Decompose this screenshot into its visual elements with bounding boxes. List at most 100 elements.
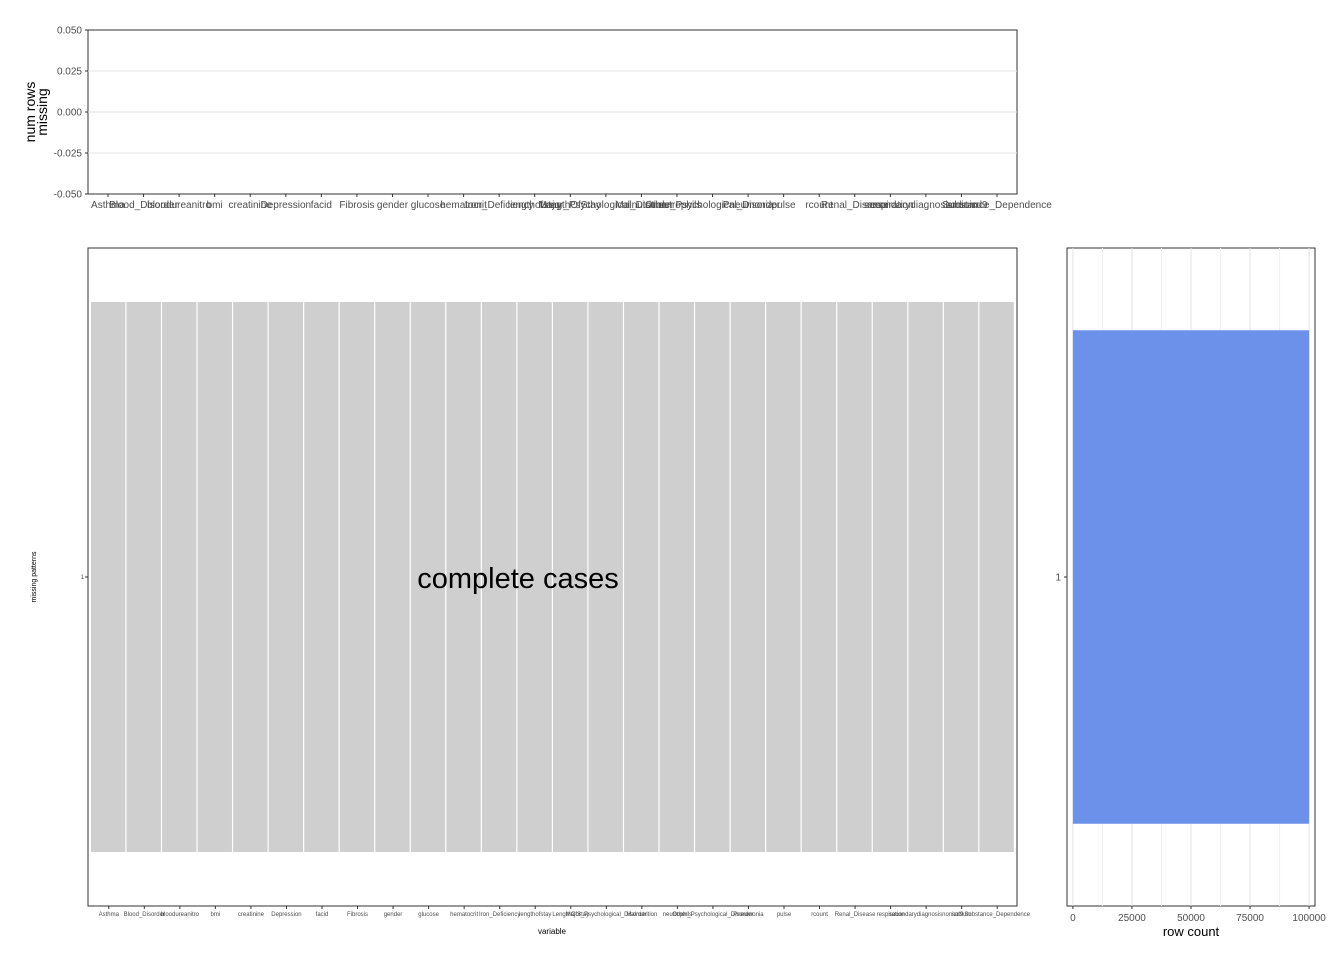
pattern-tile bbox=[410, 302, 446, 852]
right-y-tick-labels: 1 bbox=[1055, 573, 1067, 584]
right-x-axis-title: row count bbox=[1163, 924, 1220, 939]
pattern-tile bbox=[766, 302, 801, 852]
main-x-tick-label: Iron_Deficiency bbox=[479, 912, 520, 918]
top-y-tick-label: 0.050 bbox=[57, 26, 82, 37]
main-x-tick-label: Renal_Disease bbox=[835, 912, 876, 918]
main-x-tick-label: Major_Psychological_Disorder bbox=[566, 912, 647, 918]
main-x-tick-label: secondarydiagnosisnonicd9 bbox=[889, 912, 964, 918]
top-x-tick-label: secondarydiagnosisnonicd9 bbox=[864, 200, 988, 211]
top-y-axis-title: num rowsmissing bbox=[22, 82, 50, 143]
pattern-tile bbox=[943, 302, 979, 852]
top-y-axis-title-line: num rows bbox=[22, 82, 38, 143]
pattern-tile bbox=[162, 302, 197, 852]
top-y-tick-labels: 0.050 0.025 0.000 -0.025 -0.050 bbox=[54, 26, 88, 201]
top-x-tick-label: facid bbox=[311, 200, 332, 211]
main-x-tick-label: gender bbox=[384, 912, 403, 918]
right-x-tick-label: 50000 bbox=[1177, 913, 1205, 924]
top-x-tick-label: respiration bbox=[867, 200, 914, 211]
pattern-tile bbox=[304, 302, 339, 852]
main-x-axis-title: variable bbox=[538, 927, 567, 936]
top-x-tick-label: sodium bbox=[945, 200, 977, 211]
pattern-tile bbox=[659, 302, 694, 852]
pattern-tile bbox=[979, 302, 1014, 852]
pattern-tile bbox=[801, 302, 837, 852]
main-y-tick-labels: 1 bbox=[81, 575, 88, 581]
pattern-tile bbox=[268, 302, 304, 852]
top-x-tick-label: Renal_Disease bbox=[821, 200, 889, 211]
row-count-panel: 0 25000 50000 75000 100000 1 row count bbox=[1055, 247, 1326, 939]
main-y-tick-label: 1 bbox=[81, 575, 85, 581]
pattern-tile bbox=[233, 302, 268, 852]
top-x-tick-label: bmi bbox=[207, 200, 223, 211]
top-y-tick-label: 0.000 bbox=[57, 108, 82, 119]
main-x-tick-label: pulse bbox=[777, 912, 792, 918]
top-x-tick-label: Fibrosis bbox=[339, 200, 374, 211]
top-missing-count-panel: 0.050 0.025 0.000 -0.025 -0.050 AsthmaBlood_… bbox=[22, 26, 1052, 212]
main-x-tick-label: Depression bbox=[271, 912, 301, 918]
pattern-tile bbox=[553, 302, 588, 852]
main-x-tick-label: respiration bbox=[877, 912, 905, 918]
row-count-bars bbox=[1072, 330, 1310, 824]
row-count-bar bbox=[1072, 330, 1310, 824]
top-y-tick-label: 0.025 bbox=[57, 67, 82, 78]
main-x-tick-label: hematocrit bbox=[450, 912, 478, 918]
pattern-tile bbox=[908, 302, 943, 852]
pattern-tile bbox=[91, 302, 126, 852]
pattern-tiles bbox=[91, 302, 1014, 852]
main-x-tick-label: rcount bbox=[811, 912, 828, 918]
pattern-tile bbox=[197, 302, 232, 852]
top-x-tick-label: Malnutrition bbox=[616, 200, 668, 211]
top-x-tick-label: Iron_Deficiency bbox=[465, 200, 534, 211]
top-x-tick-label: rcount bbox=[805, 200, 833, 211]
main-x-tick-label: glucose bbox=[418, 912, 439, 918]
right-x-tick-label: 25000 bbox=[1118, 913, 1146, 924]
main-x-tick-label: Other_Psychological_Disorder bbox=[672, 912, 753, 918]
pattern-tile bbox=[481, 302, 517, 852]
main-x-tick-label: Malnutrition bbox=[626, 912, 657, 918]
top-y-tick-label: -0.050 bbox=[54, 190, 83, 201]
main-x-tick-label: neutrophils bbox=[663, 912, 692, 918]
top-gridlines bbox=[88, 70, 1017, 154]
top-x-tick-label: gender bbox=[377, 200, 409, 211]
main-x-tick-label: Pneumonia bbox=[733, 912, 764, 918]
pattern-tile bbox=[872, 302, 908, 852]
top-x-tick-label: Depression bbox=[261, 200, 312, 211]
pattern-tile bbox=[375, 302, 410, 852]
right-y-tick-label: 1 bbox=[1055, 573, 1061, 584]
top-x-tick-label: hematocrit bbox=[440, 200, 487, 211]
main-x-tick-label: creatinine bbox=[238, 912, 265, 918]
right-x-tick-label: 0 bbox=[1070, 913, 1076, 924]
pattern-tile bbox=[624, 302, 659, 852]
top-y-tick-label: -0.025 bbox=[54, 149, 83, 160]
pattern-tile bbox=[517, 302, 552, 852]
main-x-tick-label: LengthOfStay bbox=[552, 912, 589, 918]
top-x-tick-label: Other_Psychological_Disorder bbox=[645, 200, 781, 211]
main-x-tick-label: Blood_Disorder bbox=[124, 912, 165, 918]
main-x-tick-label: lengthofstay bbox=[519, 912, 551, 918]
top-x-tick-label: lengthofstay bbox=[508, 200, 562, 211]
top-x-tick-label: glucose bbox=[411, 200, 446, 211]
main-x-tick-label: bloodureanitro bbox=[161, 912, 200, 918]
main-x-tick-label: Fibrosis bbox=[347, 912, 368, 918]
top-x-tick-label: neutrophils bbox=[652, 200, 701, 211]
top-x-tick-label: Asthma bbox=[91, 200, 125, 211]
main-x-tick-label: facid bbox=[316, 912, 329, 918]
top-x-tick-label: Substance_Dependence bbox=[942, 200, 1052, 211]
pattern-tile bbox=[339, 302, 375, 852]
right-x-tick-labels: 0 25000 50000 75000 100000 bbox=[1070, 906, 1326, 924]
pattern-tile bbox=[588, 302, 623, 852]
top-x-tick-label: creatinine bbox=[229, 200, 273, 211]
main-x-tick-label: Asthma bbox=[99, 912, 120, 918]
top-x-tick-label: Blood_Disorder bbox=[109, 200, 179, 211]
main-x-tick-label: sodium bbox=[952, 912, 971, 918]
pattern-tile bbox=[837, 302, 872, 852]
top-x-tick-label: LengthOfStay bbox=[540, 200, 601, 211]
main-x-tick-label: Substance_Dependence bbox=[964, 912, 1030, 918]
pattern-tile bbox=[695, 302, 730, 852]
pattern-tile bbox=[126, 302, 161, 852]
top-x-tick-label: bloodureanitro bbox=[147, 200, 211, 211]
right-x-tick-label: 100000 bbox=[1292, 913, 1326, 924]
